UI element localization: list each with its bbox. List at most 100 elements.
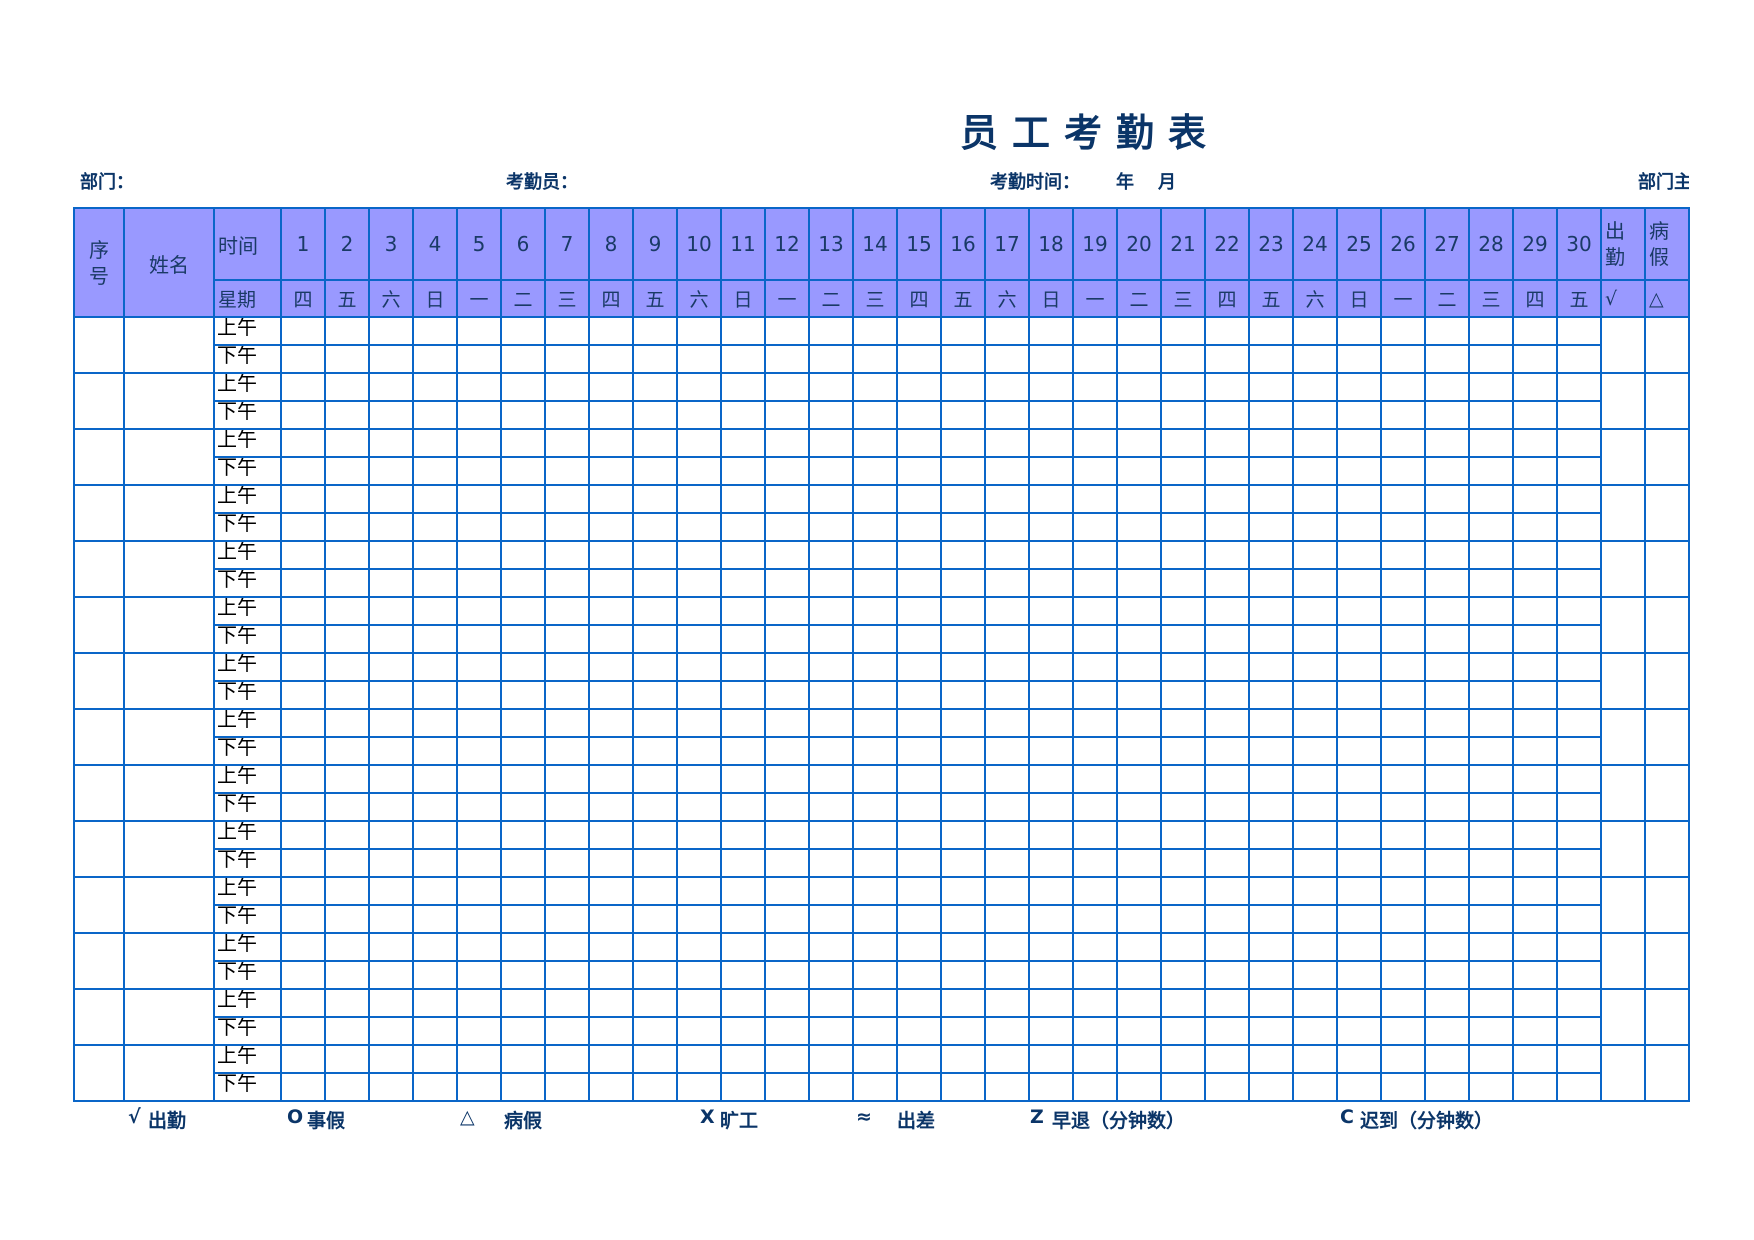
day-cell[interactable]: [764, 764, 810, 794]
day-cell[interactable]: [500, 1044, 546, 1074]
day-cell[interactable]: [1292, 904, 1338, 934]
day-cell[interactable]: [1160, 1072, 1206, 1102]
day-cell[interactable]: [984, 1016, 1030, 1046]
day-cell[interactable]: [1424, 540, 1470, 570]
day-cell[interactable]: [1468, 876, 1514, 906]
day-cell[interactable]: [324, 1016, 370, 1046]
day-cell[interactable]: [632, 848, 678, 878]
day-cell[interactable]: [940, 344, 986, 374]
day-cell[interactable]: [1072, 540, 1118, 570]
day-cell[interactable]: [280, 764, 326, 794]
day-cell[interactable]: [896, 596, 942, 626]
day-cell[interactable]: [764, 400, 810, 430]
day-cell[interactable]: [368, 512, 414, 542]
day-cell[interactable]: [1204, 400, 1250, 430]
day-cell[interactable]: [1512, 400, 1558, 430]
day-cell[interactable]: [412, 568, 458, 598]
day-cell[interactable]: [500, 792, 546, 822]
day-cell[interactable]: [1116, 708, 1162, 738]
day-cell[interactable]: [500, 820, 546, 850]
day-cell[interactable]: [1556, 736, 1602, 766]
day-cell[interactable]: [588, 344, 634, 374]
day-cell[interactable]: [1072, 876, 1118, 906]
day-cell[interactable]: [1072, 596, 1118, 626]
day-cell[interactable]: [368, 680, 414, 710]
day-cell[interactable]: [456, 1044, 502, 1074]
attendance-total-cell[interactable]: [1600, 764, 1646, 822]
day-cell[interactable]: [764, 680, 810, 710]
day-cell[interactable]: [676, 344, 722, 374]
day-cell[interactable]: [1556, 932, 1602, 962]
day-cell[interactable]: [940, 624, 986, 654]
day-cell[interactable]: [1512, 568, 1558, 598]
day-cell[interactable]: [720, 428, 766, 458]
day-cell[interactable]: [808, 960, 854, 990]
day-cell[interactable]: [588, 848, 634, 878]
day-cell[interactable]: [1028, 820, 1074, 850]
day-cell[interactable]: [1292, 1044, 1338, 1074]
day-cell[interactable]: [896, 960, 942, 990]
day-cell[interactable]: [852, 680, 898, 710]
day-cell[interactable]: [1380, 456, 1426, 486]
day-cell[interactable]: [1424, 652, 1470, 682]
day-cell[interactable]: [632, 400, 678, 430]
day-cell[interactable]: [1116, 904, 1162, 934]
day-cell[interactable]: [1556, 512, 1602, 542]
day-cell[interactable]: [1072, 764, 1118, 794]
day-cell[interactable]: [676, 1044, 722, 1074]
day-cell[interactable]: [588, 652, 634, 682]
day-cell[interactable]: [456, 400, 502, 430]
day-cell[interactable]: [1072, 1016, 1118, 1046]
day-cell[interactable]: [808, 904, 854, 934]
day-cell[interactable]: [588, 484, 634, 514]
day-cell[interactable]: [1336, 652, 1382, 682]
day-cell[interactable]: [852, 736, 898, 766]
day-cell[interactable]: [676, 988, 722, 1018]
day-cell[interactable]: [1292, 736, 1338, 766]
sick-total-cell[interactable]: [1644, 372, 1690, 430]
day-cell[interactable]: [1336, 372, 1382, 402]
day-cell[interactable]: [544, 848, 590, 878]
day-cell[interactable]: [940, 792, 986, 822]
day-cell[interactable]: [1424, 792, 1470, 822]
day-cell[interactable]: [896, 316, 942, 346]
day-cell[interactable]: [676, 372, 722, 402]
day-cell[interactable]: [588, 904, 634, 934]
day-cell[interactable]: [1028, 456, 1074, 486]
day-cell[interactable]: [940, 1044, 986, 1074]
day-cell[interactable]: [1468, 988, 1514, 1018]
day-cell[interactable]: [764, 624, 810, 654]
day-cell[interactable]: [1116, 456, 1162, 486]
day-cell[interactable]: [720, 316, 766, 346]
day-cell[interactable]: [324, 652, 370, 682]
day-cell[interactable]: [852, 876, 898, 906]
day-cell[interactable]: [280, 1044, 326, 1074]
day-cell[interactable]: [1160, 372, 1206, 402]
seq-cell[interactable]: [73, 988, 125, 1046]
attendance-total-cell[interactable]: [1600, 540, 1646, 598]
day-cell[interactable]: [1512, 652, 1558, 682]
day-cell[interactable]: [1292, 848, 1338, 878]
day-cell[interactable]: [500, 1016, 546, 1046]
day-cell[interactable]: [456, 680, 502, 710]
day-cell[interactable]: [632, 344, 678, 374]
day-cell[interactable]: [1028, 708, 1074, 738]
day-cell[interactable]: [544, 596, 590, 626]
day-cell[interactable]: [412, 848, 458, 878]
day-cell[interactable]: [1292, 708, 1338, 738]
day-cell[interactable]: [1292, 876, 1338, 906]
day-cell[interactable]: [852, 820, 898, 850]
day-cell[interactable]: [1556, 988, 1602, 1018]
day-cell[interactable]: [1248, 848, 1294, 878]
sick-total-cell[interactable]: [1644, 764, 1690, 822]
day-cell[interactable]: [1116, 680, 1162, 710]
day-cell[interactable]: [412, 372, 458, 402]
day-cell[interactable]: [1556, 428, 1602, 458]
day-cell[interactable]: [588, 512, 634, 542]
day-cell[interactable]: [280, 680, 326, 710]
day-cell[interactable]: [1072, 1044, 1118, 1074]
day-cell[interactable]: [808, 764, 854, 794]
day-cell[interactable]: [1116, 1072, 1162, 1102]
day-cell[interactable]: [1292, 764, 1338, 794]
day-cell[interactable]: [1072, 736, 1118, 766]
